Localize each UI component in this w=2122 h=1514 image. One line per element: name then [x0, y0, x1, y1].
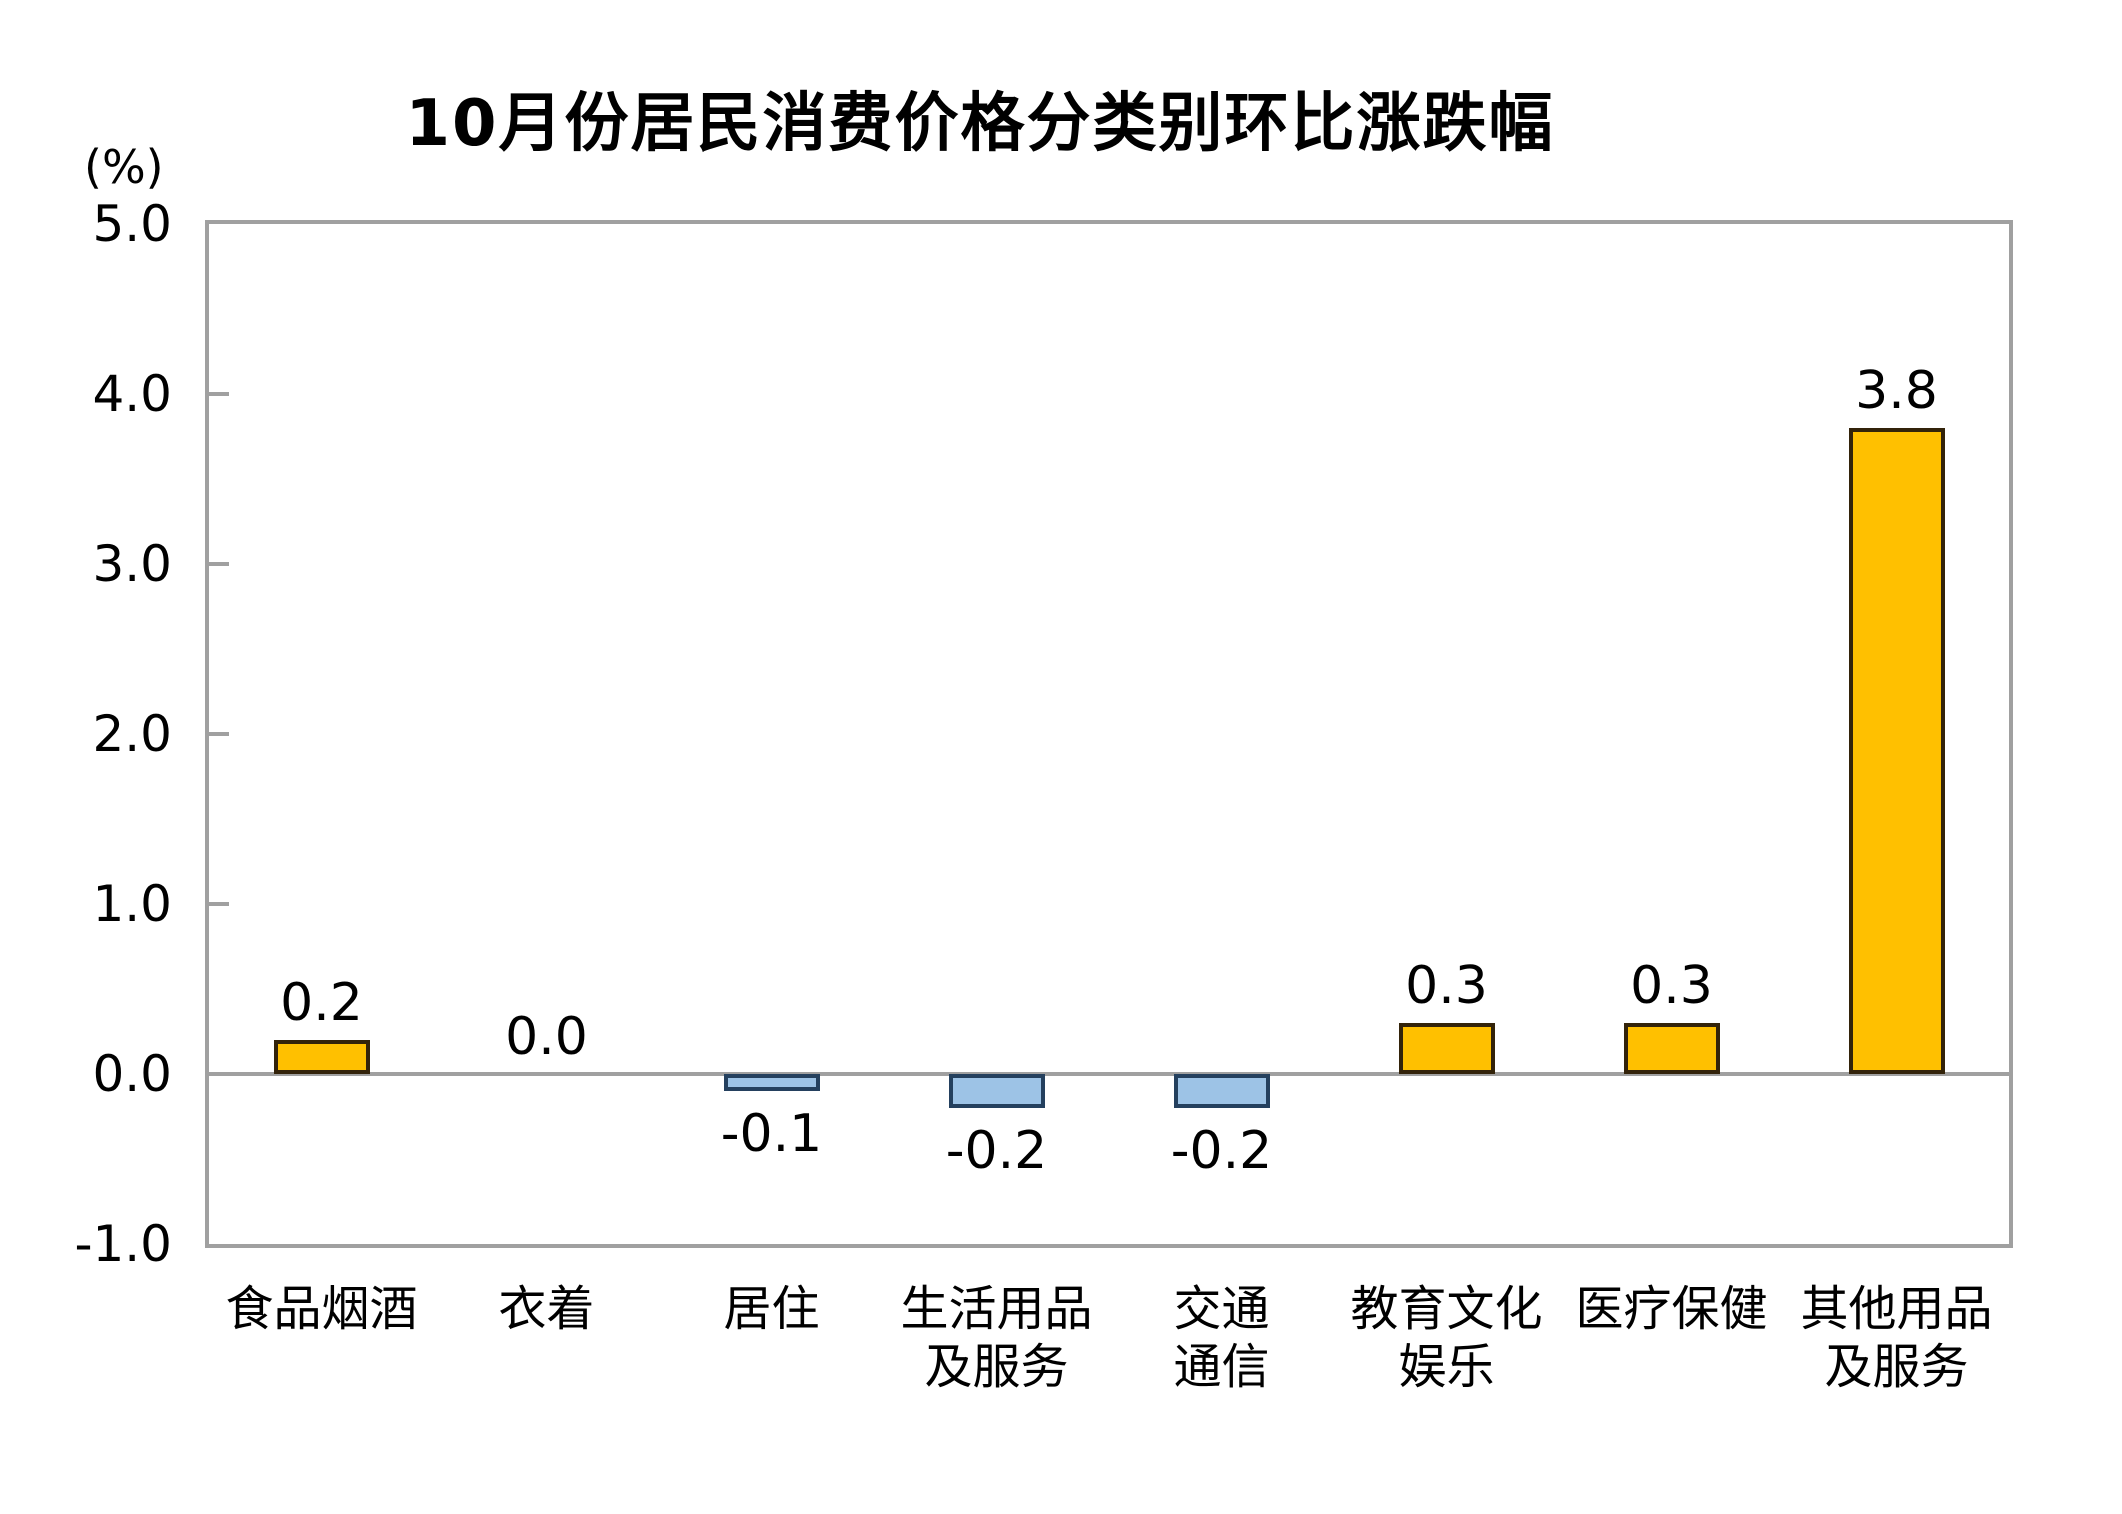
- bar-value-label: 0.0: [505, 1007, 588, 1067]
- zero-baseline: [209, 1072, 2009, 1076]
- y-tick-label: 0.0: [92, 1045, 172, 1103]
- bar-value-label: 0.2: [280, 973, 363, 1033]
- y-tick-label: 5.0: [92, 195, 172, 253]
- category-label-其他用品及服务: 其他用品 及服务: [1800, 1281, 1993, 1395]
- bar-居住: [723, 1074, 820, 1091]
- y-axis-unit-label: (%): [84, 140, 164, 194]
- y-tick-label: -1.0: [74, 1215, 172, 1273]
- y-axis-tick-mark: [209, 562, 229, 566]
- y-tick-label: 1.0: [92, 875, 172, 933]
- category-label-生活用品及服务: 生活用品 及服务: [900, 1281, 1093, 1395]
- y-axis-tick-mark: [209, 902, 229, 906]
- bar-医疗保健: [1623, 1023, 1720, 1074]
- y-axis-tick-mark: [209, 392, 229, 396]
- y-tick-label: 4.0: [92, 365, 172, 423]
- bar-value-label: 0.3: [1630, 956, 1713, 1016]
- bar-value-label: -0.2: [1170, 1121, 1273, 1181]
- bar-其他用品及服务: [1848, 428, 1945, 1074]
- x-axis-category-labels: 食品烟酒 衣着 居住 生活用品 及服务 交通 通信 教育文化 娱乐 医疗保健 其他用品 及服务: [209, 1280, 2009, 1396]
- bar-value-label: -0.1: [720, 1104, 823, 1164]
- bar-value-label: -0.2: [945, 1121, 1048, 1181]
- bar-value-label: 0.3: [1405, 956, 1488, 1016]
- chart-title: 10月份居民消费价格分类别环比涨跌幅: [405, 87, 1555, 161]
- bar-value-label: 3.8: [1855, 361, 1938, 421]
- category-label-医疗保健: 医疗保健: [1575, 1281, 1768, 1337]
- category-label-交通通信: 交通 通信: [1173, 1281, 1270, 1395]
- category-label-食品烟酒: 食品烟酒: [225, 1281, 418, 1337]
- bar-食品烟酒: [273, 1040, 370, 1074]
- category-label-衣着: 衣着: [498, 1281, 595, 1337]
- category-label-居住: 居住: [723, 1281, 820, 1337]
- plot-area: 0.2 0.0 -0.1 -0.2 -0.2 0.3 0.3 3.8: [205, 220, 2013, 1248]
- bar-生活用品及服务: [948, 1074, 1045, 1108]
- category-label-教育文化娱乐: 教育文化 娱乐: [1350, 1281, 1543, 1395]
- y-axis-tick-mark: [209, 732, 229, 736]
- bar-教育文化娱乐: [1398, 1023, 1495, 1074]
- y-tick-label: 3.0: [92, 535, 172, 593]
- y-tick-label: 2.0: [92, 705, 172, 763]
- bar-交通通信: [1173, 1074, 1270, 1108]
